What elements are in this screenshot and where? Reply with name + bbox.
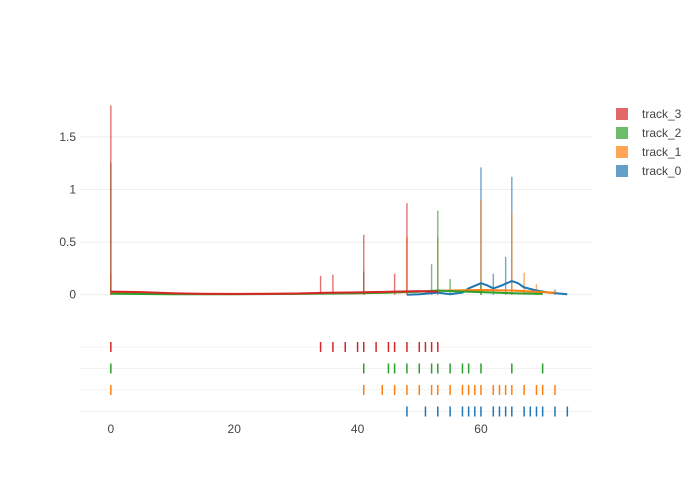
legend-label: track_1 xyxy=(642,145,682,159)
x-tick-label: 60 xyxy=(474,422,488,436)
histogram-bar xyxy=(480,200,482,295)
legend-swatch xyxy=(616,127,628,139)
y-axis: 0 0.5 1 1.5 xyxy=(59,130,76,302)
legend-item[interactable]: track_0 xyxy=(616,164,682,178)
histogram-bar xyxy=(511,212,513,295)
histogram-bar xyxy=(504,256,507,295)
histogram-bar xyxy=(319,275,322,295)
density-line xyxy=(406,280,568,296)
histogram-bars xyxy=(110,105,556,295)
density-line xyxy=(110,290,438,296)
histogram-bar xyxy=(332,274,334,295)
legend-swatch xyxy=(616,165,628,177)
y-tick-label: 1.5 xyxy=(59,130,76,144)
histogram-bar xyxy=(430,264,433,295)
y-tick-label: 0.5 xyxy=(59,235,76,249)
histogram-bar xyxy=(363,234,365,295)
histogram-bar xyxy=(523,272,525,295)
histogram-bar xyxy=(492,273,495,295)
density-curves xyxy=(110,280,568,296)
legend[interactable]: track_3 track_2 track_1 track_0 xyxy=(616,107,682,178)
legend-label: track_2 xyxy=(642,126,682,140)
histogram-bar xyxy=(437,210,439,295)
rug-plot xyxy=(110,342,569,417)
grid-lines xyxy=(80,136,592,412)
histogram-bar xyxy=(393,273,396,295)
x-tick-label: 0 xyxy=(107,422,114,436)
legend-swatch xyxy=(616,146,628,158)
histogram-bar xyxy=(480,282,482,295)
legend-item[interactable]: track_1 xyxy=(616,145,682,159)
x-axis: 0 20 40 60 xyxy=(107,422,487,436)
histogram-bar xyxy=(406,203,408,295)
y-tick-label: 1 xyxy=(69,182,76,196)
histogram-bar xyxy=(110,105,112,295)
legend-item[interactable]: track_2 xyxy=(616,126,682,140)
legend-swatch xyxy=(616,108,628,120)
x-tick-label: 40 xyxy=(351,422,365,436)
legend-label: track_0 xyxy=(642,164,682,178)
legend-item[interactable]: track_3 xyxy=(616,107,682,121)
histogram-bar xyxy=(449,278,451,295)
legend-label: track_3 xyxy=(642,107,682,121)
x-tick-label: 20 xyxy=(228,422,242,436)
y-tick-label: 0 xyxy=(69,288,76,302)
